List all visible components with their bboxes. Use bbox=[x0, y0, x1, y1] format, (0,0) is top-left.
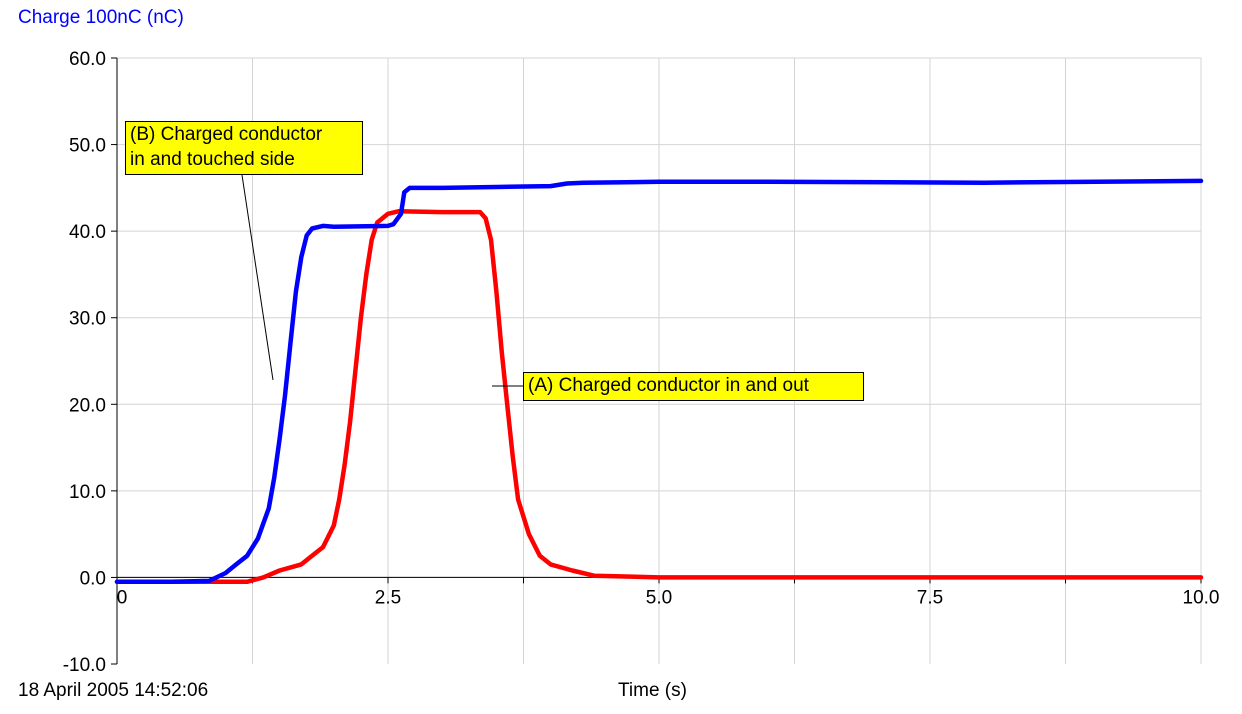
y-tick-label: 0.0 bbox=[80, 568, 106, 589]
series-line-a bbox=[114, 208, 1204, 585]
x-tick-label: 5.0 bbox=[646, 587, 672, 608]
chart-grid bbox=[117, 57, 1202, 664]
leader-line-b bbox=[241, 174, 274, 381]
y-tick-label: -10.0 bbox=[63, 655, 106, 676]
x-tick-label: 2.5 bbox=[375, 587, 401, 608]
y-tick-label: 40.0 bbox=[69, 222, 106, 243]
y-tick-label: 60.0 bbox=[69, 49, 106, 70]
y-axis-label: Charge 100nC (nC) bbox=[18, 7, 184, 28]
series-line-b bbox=[114, 178, 1204, 585]
x-tick-label: 0 bbox=[117, 587, 128, 608]
annotation-b-line2: in and touched side bbox=[130, 149, 295, 170]
annotation-b: (B) Charged conductor in and touched sid… bbox=[125, 121, 363, 175]
annotation-leaders bbox=[241, 174, 523, 387]
chart-ticks: -10.0 0.0 10.0 20.0 30.0 40.0 50.0 60.0 0 2.5 5.0 7… bbox=[63, 49, 1220, 676]
x-tick-label: 7.5 bbox=[917, 587, 943, 608]
y-tick-label: 10.0 bbox=[69, 482, 106, 503]
x-axis-label: Time (s) bbox=[618, 680, 687, 701]
annotation-b-line1: (B) Charged conductor bbox=[130, 124, 323, 145]
timestamp: 18 April 2005 14:52:06 bbox=[18, 680, 209, 701]
y-tick-label: 30.0 bbox=[69, 309, 106, 330]
annotation-a: (A) Charged conductor in and out bbox=[523, 372, 864, 401]
y-tick-label: 20.0 bbox=[69, 395, 106, 416]
chart-series bbox=[114, 178, 1204, 585]
y-tick-label: 50.0 bbox=[69, 136, 106, 157]
x-tick-label: 10.0 bbox=[1183, 587, 1220, 608]
